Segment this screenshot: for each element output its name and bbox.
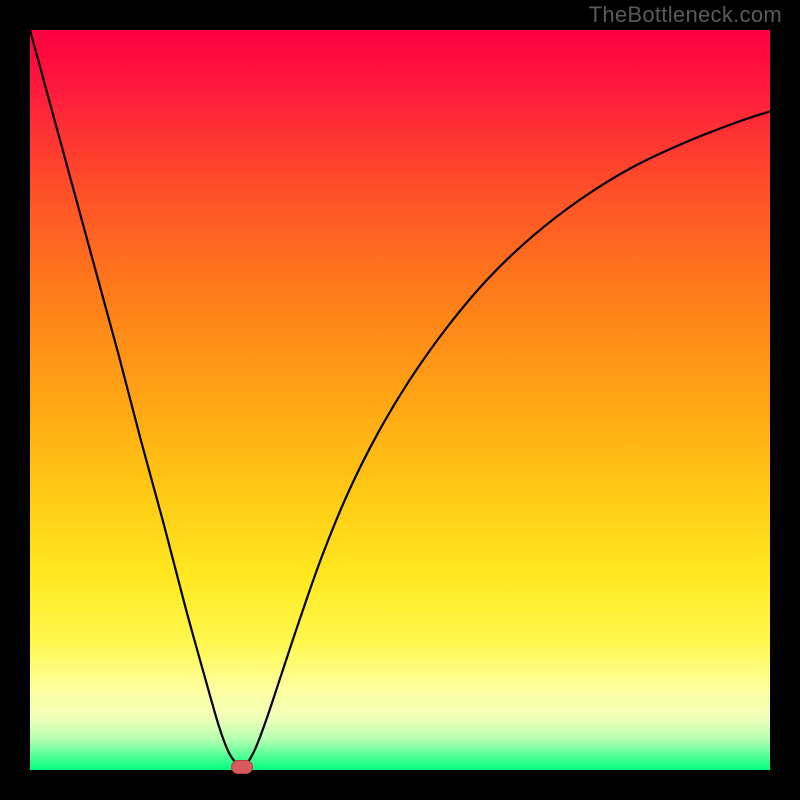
optimal-point-marker [231,760,253,774]
watermark-text: TheBottleneck.com [589,2,782,28]
gradient-background [30,30,770,770]
plot-area [30,30,770,770]
